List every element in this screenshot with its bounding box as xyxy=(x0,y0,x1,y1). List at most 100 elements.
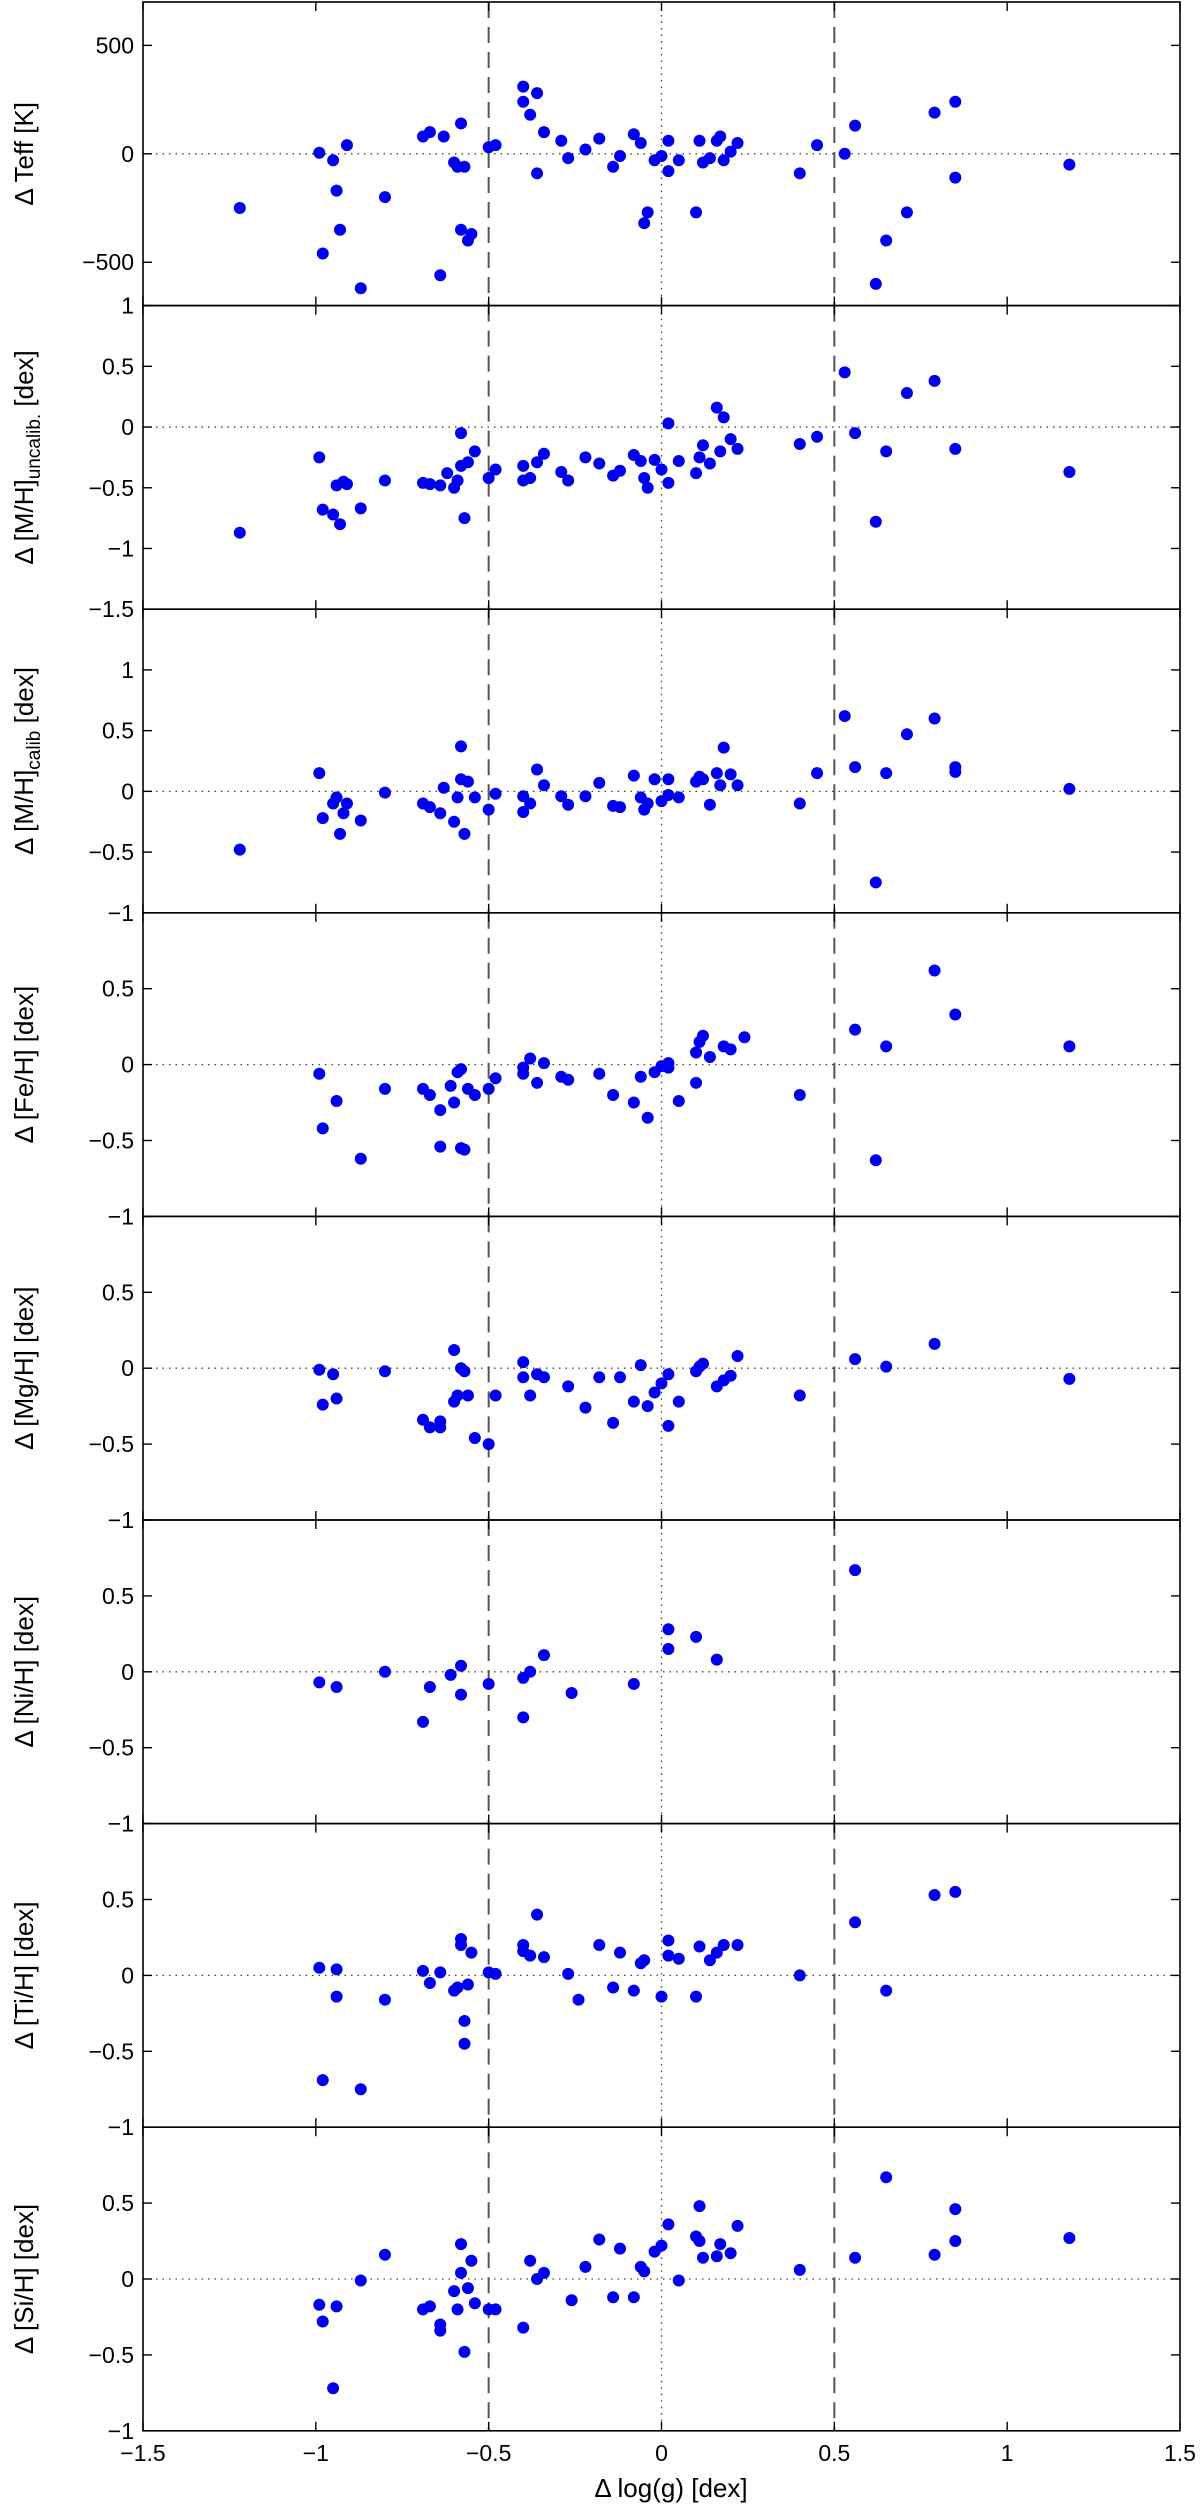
data-point xyxy=(434,1966,447,1979)
data-point xyxy=(627,1984,640,1997)
data-point xyxy=(662,789,675,802)
data-point xyxy=(316,503,329,516)
data-point xyxy=(627,1096,640,1109)
data-point xyxy=(458,2345,471,2358)
data-point xyxy=(607,160,620,173)
data-point xyxy=(614,149,627,162)
data-point xyxy=(537,1371,550,1384)
data-point xyxy=(313,767,326,780)
data-point xyxy=(928,1888,941,1901)
data-point xyxy=(316,247,329,260)
data-point xyxy=(448,1343,461,1356)
data-point xyxy=(330,184,343,197)
data-point xyxy=(562,1967,575,1980)
y-tick-label: −1 xyxy=(108,900,134,926)
data-point xyxy=(593,1067,606,1080)
data-point xyxy=(690,1630,703,1643)
data-point xyxy=(714,130,727,143)
y-axis-label: Δ [Ni/H] [dex] xyxy=(9,1596,39,1748)
y-tick-label: −1 xyxy=(108,1811,134,1837)
data-point xyxy=(579,451,592,464)
panel-5: −1 −0.5 0 0.5 Δ [Mg/H] [dex] xyxy=(9,1215,1181,1533)
data-point xyxy=(378,1993,391,2006)
data-point xyxy=(724,1369,737,1382)
data-point xyxy=(517,95,530,108)
data-point xyxy=(703,152,716,165)
data-point xyxy=(793,1389,806,1402)
data-point xyxy=(793,438,806,451)
data-point xyxy=(593,1939,606,1952)
y-tick-label: 0 xyxy=(121,1355,134,1381)
data-point xyxy=(316,1398,329,1411)
data-point xyxy=(714,2238,727,2251)
data-point xyxy=(233,526,246,539)
y-axis-label: Δ [Si/H] [dex] xyxy=(9,2204,39,2354)
data-point xyxy=(641,481,654,494)
y-tick-label: −0.5 xyxy=(89,2342,134,2368)
y-axis-label: Δ [M/H]uncalib. [dex] xyxy=(9,350,45,564)
y-tick-label: 0 xyxy=(121,2266,134,2292)
data-point xyxy=(724,145,737,158)
data-point xyxy=(517,80,530,93)
data-point xyxy=(330,1392,343,1405)
data-point xyxy=(880,1040,893,1053)
y-axis-label: Δ [Ti/H] [dex] xyxy=(9,1901,39,2049)
data-point xyxy=(690,1076,703,1089)
data-point xyxy=(928,712,941,725)
data-point xyxy=(517,806,530,819)
data-point xyxy=(458,160,471,173)
data-point xyxy=(793,2263,806,2276)
data-point xyxy=(565,2294,578,2307)
y-tick-label: 0 xyxy=(121,1659,134,1685)
data-point xyxy=(579,790,592,803)
data-point xyxy=(949,95,962,108)
data-point xyxy=(949,1008,962,1021)
data-point xyxy=(524,797,537,810)
y-tick-label: 500 xyxy=(96,32,134,58)
data-point xyxy=(793,1969,806,1982)
data-point xyxy=(537,2266,550,2279)
data-point xyxy=(638,1954,651,1967)
data-point xyxy=(627,2291,640,2304)
data-point xyxy=(316,812,329,825)
data-point xyxy=(562,1380,575,1393)
data-point xyxy=(458,2014,471,2027)
y-tick-label: −500 xyxy=(82,249,134,275)
data-point xyxy=(465,228,478,241)
data-point xyxy=(714,779,727,792)
data-point xyxy=(949,765,962,778)
data-point xyxy=(662,476,675,489)
data-point xyxy=(710,2250,723,2263)
data-point xyxy=(489,1389,502,1402)
data-point xyxy=(482,1082,495,1095)
data-point xyxy=(614,464,627,477)
data-point xyxy=(672,2274,685,2287)
data-point xyxy=(437,130,450,143)
data-point xyxy=(327,154,340,167)
data-point xyxy=(517,1711,530,1724)
data-point xyxy=(455,1688,468,1701)
data-point xyxy=(869,1154,882,1167)
data-point xyxy=(880,767,893,780)
data-point xyxy=(313,1676,326,1689)
data-point xyxy=(662,2218,675,2231)
x-tick-label: 0.5 xyxy=(818,2440,850,2466)
data-point xyxy=(849,1916,862,1929)
data-point xyxy=(465,1946,478,1959)
data-point xyxy=(354,282,367,295)
data-point xyxy=(634,1070,647,1083)
data-point xyxy=(434,2324,447,2337)
data-point xyxy=(448,2285,461,2298)
data-point xyxy=(1063,465,1076,478)
data-point xyxy=(724,768,737,781)
data-point xyxy=(482,1438,495,1451)
data-point xyxy=(313,1961,326,1974)
y-tick-label: −1 xyxy=(108,1507,134,1533)
data-point xyxy=(1063,1372,1076,1385)
data-point xyxy=(662,1643,675,1656)
data-point xyxy=(437,781,450,794)
data-point xyxy=(378,1082,391,1095)
data-point xyxy=(900,728,913,741)
